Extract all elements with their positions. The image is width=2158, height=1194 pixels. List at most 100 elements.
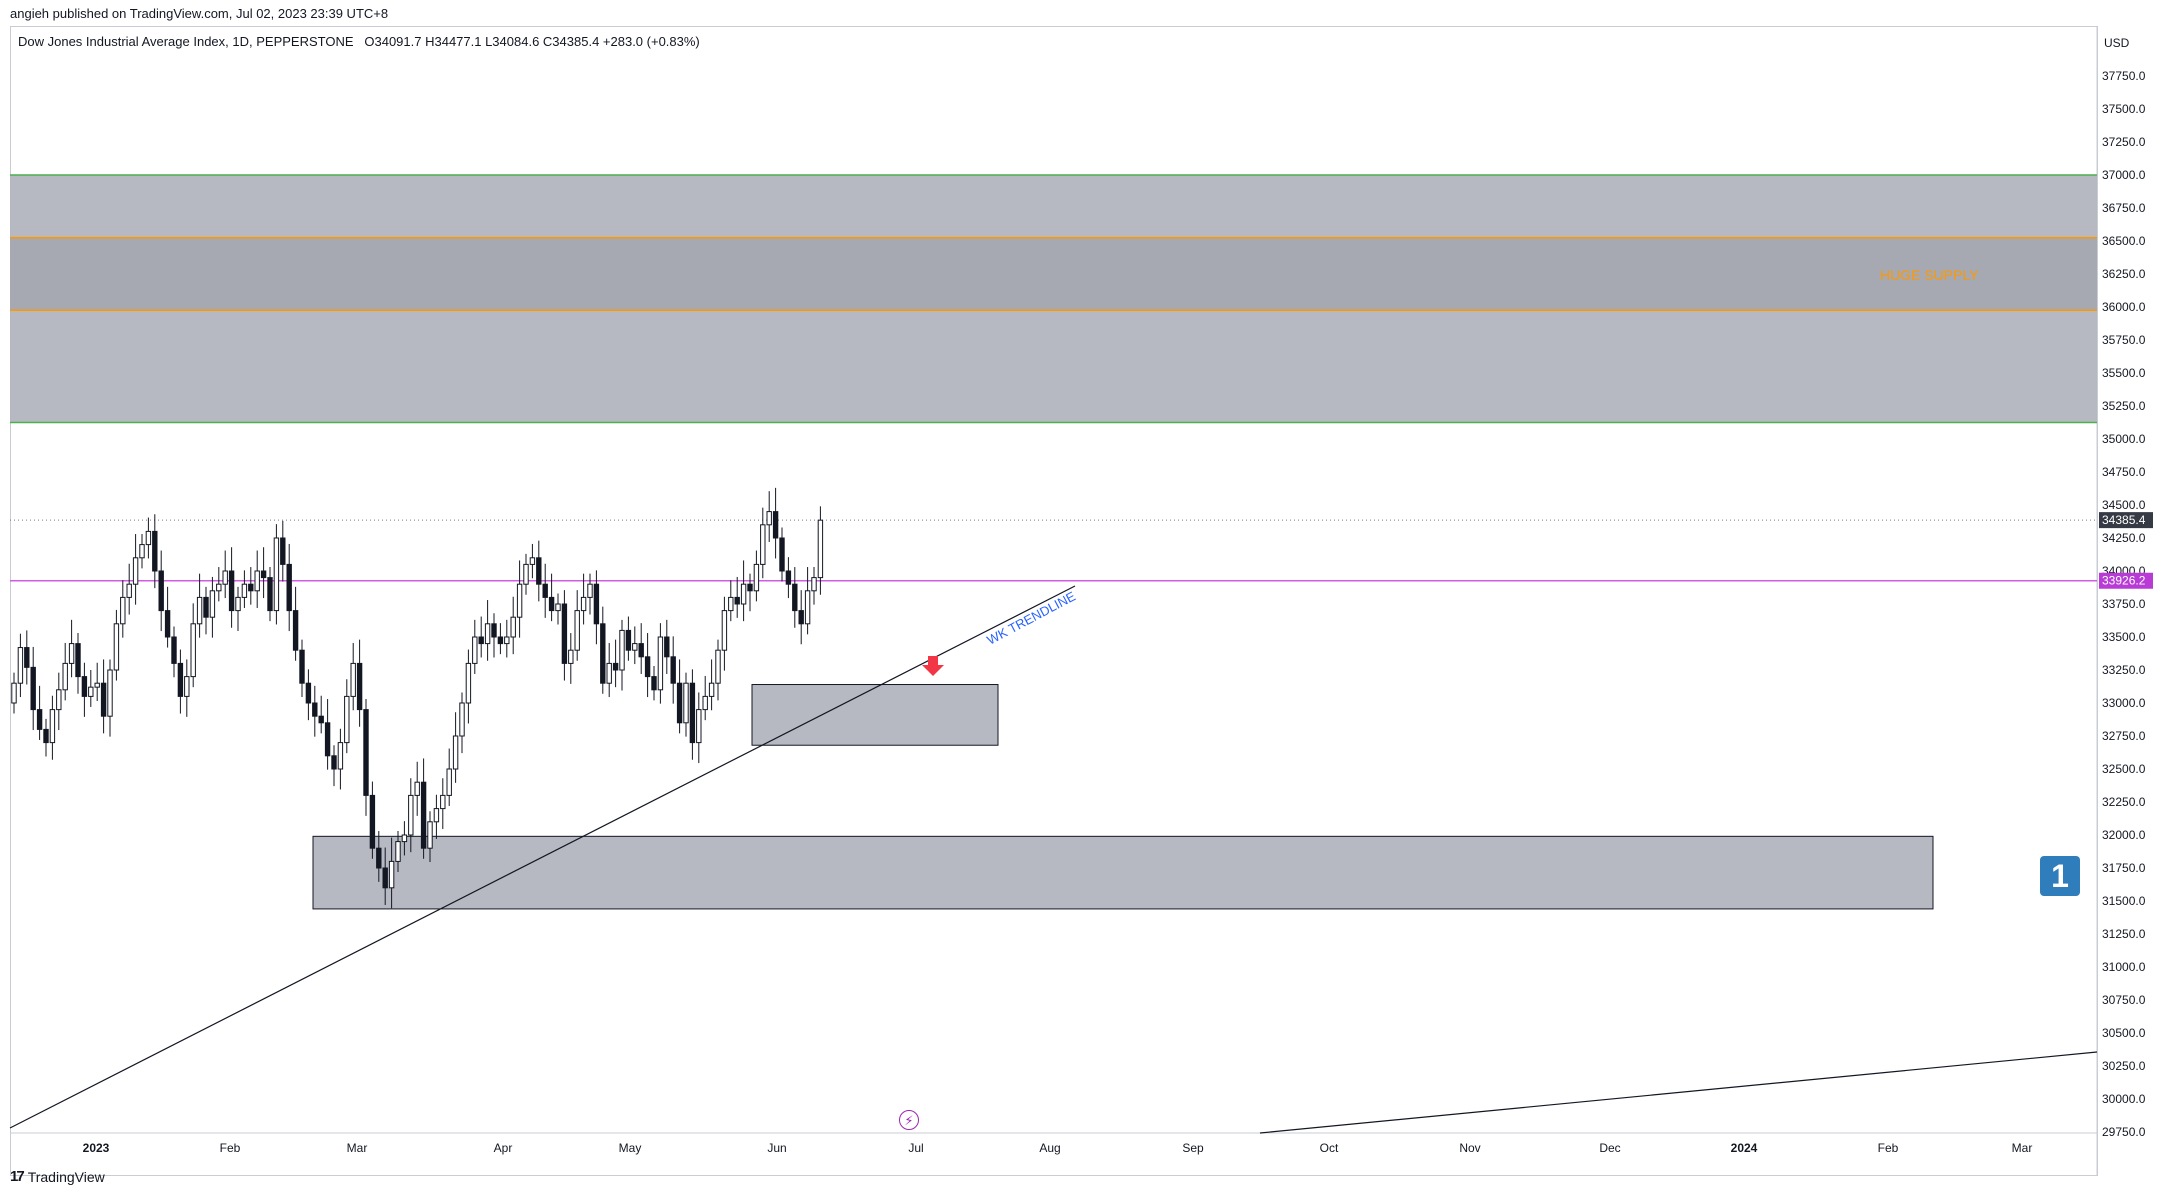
candle[interactable] <box>542 583 548 598</box>
candle[interactable] <box>248 583 254 592</box>
candle[interactable] <box>420 781 427 849</box>
candle[interactable] <box>107 669 113 717</box>
candle[interactable] <box>299 649 305 684</box>
candle[interactable] <box>350 662 356 697</box>
candle[interactable] <box>702 695 708 711</box>
candle[interactable] <box>56 689 62 711</box>
candle[interactable] <box>670 656 676 684</box>
candle[interactable] <box>382 867 388 889</box>
candle[interactable] <box>190 623 196 678</box>
candle[interactable] <box>395 841 401 862</box>
candle[interactable] <box>478 636 484 645</box>
candle[interactable] <box>708 682 715 697</box>
candle[interactable] <box>273 537 280 612</box>
demand-zone-small[interactable] <box>752 684 998 746</box>
candle[interactable] <box>728 596 734 612</box>
weekly-trendline[interactable] <box>9 585 1076 1129</box>
candle[interactable] <box>574 610 580 651</box>
candle[interactable] <box>497 636 504 645</box>
candle[interactable] <box>548 596 555 612</box>
currency-label[interactable]: USD <box>2104 36 2130 50</box>
candle[interactable] <box>798 610 804 625</box>
candle[interactable] <box>203 596 209 618</box>
tradingview-footer[interactable]: 17 TradingView <box>10 1168 105 1185</box>
candle[interactable] <box>606 662 612 684</box>
inner-supply-zone[interactable] <box>10 237 2097 311</box>
candle[interactable] <box>196 596 203 625</box>
candle[interactable] <box>88 686 94 697</box>
candle[interactable] <box>36 709 43 730</box>
candle[interactable] <box>24 647 30 668</box>
candle[interactable] <box>516 583 523 618</box>
candle[interactable] <box>811 577 817 592</box>
lightning-icon[interactable]: ⚡ <box>899 1110 919 1130</box>
candle[interactable] <box>126 583 132 598</box>
candle[interactable] <box>216 583 222 592</box>
candle[interactable] <box>785 570 792 585</box>
candle[interactable] <box>644 656 651 678</box>
candle[interactable] <box>318 715 324 724</box>
candle[interactable] <box>260 570 267 579</box>
candle[interactable] <box>369 794 376 849</box>
candle[interactable] <box>804 590 811 625</box>
candle[interactable] <box>504 636 510 645</box>
candle[interactable] <box>171 636 177 664</box>
candle[interactable] <box>779 537 785 572</box>
candle[interactable] <box>408 794 414 836</box>
candle[interactable] <box>555 603 561 612</box>
candle[interactable] <box>747 583 753 592</box>
candle[interactable] <box>561 603 568 664</box>
candle[interactable] <box>177 662 184 697</box>
candle[interactable] <box>120 596 126 625</box>
candle[interactable] <box>164 610 171 638</box>
candle[interactable] <box>721 610 728 651</box>
candle[interactable] <box>676 682 683 724</box>
candle[interactable] <box>222 570 228 585</box>
candle[interactable] <box>491 623 497 638</box>
candle[interactable] <box>228 570 235 612</box>
candle[interactable] <box>683 682 689 724</box>
lower-trendline[interactable] <box>1259 1051 2098 1134</box>
candle[interactable] <box>664 636 670 658</box>
candle[interactable] <box>17 647 24 684</box>
candle[interactable] <box>337 742 344 770</box>
candle[interactable] <box>740 583 747 605</box>
candle[interactable] <box>772 511 779 539</box>
candle[interactable] <box>568 649 574 664</box>
candle[interactable] <box>414 781 420 796</box>
candle[interactable] <box>651 676 657 691</box>
candle[interactable] <box>113 623 120 671</box>
candle[interactable] <box>696 709 702 744</box>
candle[interactable] <box>43 728 49 744</box>
candle[interactable] <box>792 583 798 612</box>
candle[interactable] <box>600 623 606 684</box>
candle[interactable] <box>446 768 452 796</box>
candle[interactable] <box>657 636 664 691</box>
candle[interactable] <box>401 834 408 843</box>
candle[interactable] <box>158 570 164 612</box>
candle[interactable] <box>75 643 81 678</box>
candle[interactable] <box>305 682 312 704</box>
candle[interactable] <box>254 570 260 592</box>
candle[interactable] <box>587 583 593 598</box>
candle[interactable] <box>312 702 318 717</box>
candle[interactable] <box>638 643 644 658</box>
candle[interactable] <box>580 596 587 612</box>
candle[interactable] <box>62 662 68 691</box>
candle[interactable] <box>68 643 75 664</box>
candle[interactable] <box>510 616 516 638</box>
candle[interactable] <box>11 682 17 704</box>
demand-zone-large[interactable] <box>313 836 1933 909</box>
candle[interactable] <box>286 563 292 612</box>
candle[interactable] <box>523 563 529 585</box>
symbol-title[interactable]: Dow Jones Industrial Average Index, 1D, … <box>18 34 354 49</box>
candle[interactable] <box>235 596 241 612</box>
candle[interactable] <box>145 530 152 546</box>
candle[interactable] <box>267 577 273 612</box>
candle[interactable] <box>632 643 638 651</box>
candle[interactable] <box>472 636 478 664</box>
candle[interactable] <box>344 695 350 744</box>
supply-label[interactable]: HUGE SUPPLY <box>1880 267 1979 283</box>
candle[interactable] <box>593 583 600 625</box>
candle[interactable] <box>209 590 216 618</box>
